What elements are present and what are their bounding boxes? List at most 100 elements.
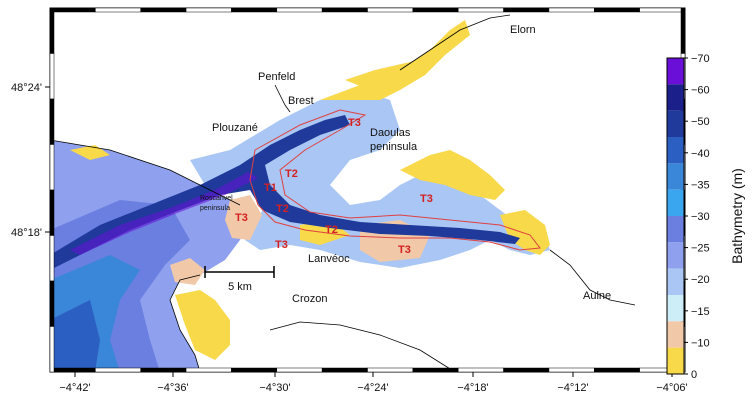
border-segment — [594, 7, 640, 13]
border-segment — [457, 367, 504, 373]
colorbar-swatch — [667, 58, 684, 85]
colorbar-swatch — [667, 242, 684, 269]
zone-label: T3 — [275, 239, 288, 251]
shallow-aulne — [500, 210, 550, 255]
zone-boundary — [249, 109, 541, 251]
lon-tick-label: −4°06' — [656, 382, 687, 394]
label-roscanvel-1: Roscanvel — [200, 195, 233, 202]
zone-label: T2 — [285, 168, 298, 180]
lat-tick-label: 48°24' — [11, 82, 42, 94]
colorbar-tick-label: −15 — [691, 306, 710, 318]
shallow-daoulas — [400, 150, 505, 200]
border-segment — [457, 7, 504, 13]
colorbar-tick-label: −20 — [691, 274, 710, 286]
colorbar-swatch — [667, 163, 684, 190]
longitude-axis: −4°42' −4°36' −4°30' −4°24' −4°18' −4°12' −4°0… — [59, 372, 688, 394]
border-segment — [49, 189, 55, 236]
colorbar-tick-label: −30 — [691, 211, 710, 223]
border-segment — [49, 7, 96, 13]
label-lanveoc: Lanvéoc — [308, 253, 350, 265]
border-segment — [231, 7, 278, 13]
border-segment — [321, 367, 368, 373]
border-segment — [140, 7, 187, 13]
colorbar-tick-label: −50 — [691, 116, 710, 128]
label-brest: Brest — [288, 95, 314, 107]
zone-label: T3 — [235, 212, 248, 224]
aulne-river — [549, 249, 636, 306]
zone-label: T2 — [325, 224, 338, 236]
border-segment — [639, 7, 686, 13]
colorbar-swatch — [667, 295, 684, 322]
border-segment — [412, 7, 459, 13]
lon-tick-label: −4°18' — [457, 382, 488, 394]
colorbar-tick-label: −10 — [691, 337, 710, 349]
border-segment — [185, 7, 232, 13]
border-segment — [49, 98, 55, 145]
zone-label: T3 — [420, 193, 433, 205]
colorbar: −70 −60 −50 −40 −35 −30 −25 −20 −15 −10 0 Bathymet… — [666, 53, 745, 381]
border-segment — [231, 367, 278, 373]
border-segment — [49, 367, 96, 373]
label-aulne: Aulne — [583, 290, 611, 302]
border-segment — [95, 7, 141, 13]
label-daoulas-2: peninsula — [370, 141, 418, 153]
border-segment — [49, 235, 55, 282]
scale-bar: 5 km — [204, 266, 275, 293]
colorbar-swatch — [667, 84, 684, 111]
colorbar-swatch — [667, 216, 684, 243]
colorbar-tick-label: −70 — [691, 53, 710, 65]
border-segment — [140, 367, 187, 373]
zone-label: T2 — [276, 203, 289, 215]
lon-tick-label: −4°42' — [59, 382, 90, 394]
colorbar-swatch — [667, 110, 684, 137]
border-segment — [49, 7, 55, 54]
border-segment — [548, 7, 595, 13]
border-segment — [503, 7, 550, 13]
label-plouzane: Plouzané — [212, 122, 258, 134]
colorbar-swatch — [667, 137, 684, 164]
colorbar-tick-label: −60 — [691, 85, 710, 97]
penfeld-river — [274, 84, 291, 113]
border-segment — [49, 280, 55, 327]
lat-tick-label: 48°18' — [11, 227, 42, 239]
border-segment — [548, 367, 595, 373]
label-roscanvel-2: peninsula — [200, 205, 230, 212]
colorbar-swatch — [667, 321, 684, 348]
lon-tick-label: −4°12' — [557, 382, 588, 394]
label-daoulas-1: Daoulas — [370, 127, 411, 139]
zone-label: T1 — [264, 182, 277, 194]
border-segment — [594, 367, 640, 373]
border-segment — [276, 367, 323, 373]
border-segment — [185, 367, 232, 373]
colorbar-swatch — [667, 189, 684, 216]
border-segment — [412, 367, 459, 373]
map-panel: 5 km Elorn Penfeld Brest Plouzané Daoula… — [49, 7, 686, 373]
lon-tick-label: −4°24' — [357, 382, 388, 394]
border-segment — [503, 367, 550, 373]
colorbar-tick-label: −35 — [691, 179, 710, 191]
border-segment — [367, 7, 414, 13]
shallow-elorn — [320, 20, 470, 100]
scale-bar-label: 5 km — [228, 281, 252, 293]
latitude-axis: 48°24' 48°18' — [11, 82, 50, 239]
zone-label: T3 — [348, 117, 361, 129]
deep-channel — [50, 115, 520, 270]
colorbar-tick-label: −40 — [691, 148, 710, 160]
border-segment — [367, 367, 414, 373]
zone-label: T3 — [398, 244, 411, 256]
crozon-coast — [269, 321, 456, 373]
colorbar-swatch — [667, 268, 684, 295]
border-segment — [49, 144, 55, 191]
colorbar-tick-label: 0 — [691, 369, 697, 381]
lon-tick-label: −4°36' — [157, 382, 188, 394]
border-segment — [95, 367, 141, 373]
border-segment — [321, 7, 368, 13]
border-segment — [49, 326, 55, 373]
border-segment — [276, 7, 323, 13]
label-crozon: Crozon — [292, 293, 327, 305]
colorbar-title: Bathymetry (m) — [729, 168, 745, 264]
label-elorn: Elorn — [510, 24, 536, 36]
label-penfeld: Penfeld — [258, 71, 295, 83]
colorbar-tick-label: −25 — [691, 243, 710, 255]
